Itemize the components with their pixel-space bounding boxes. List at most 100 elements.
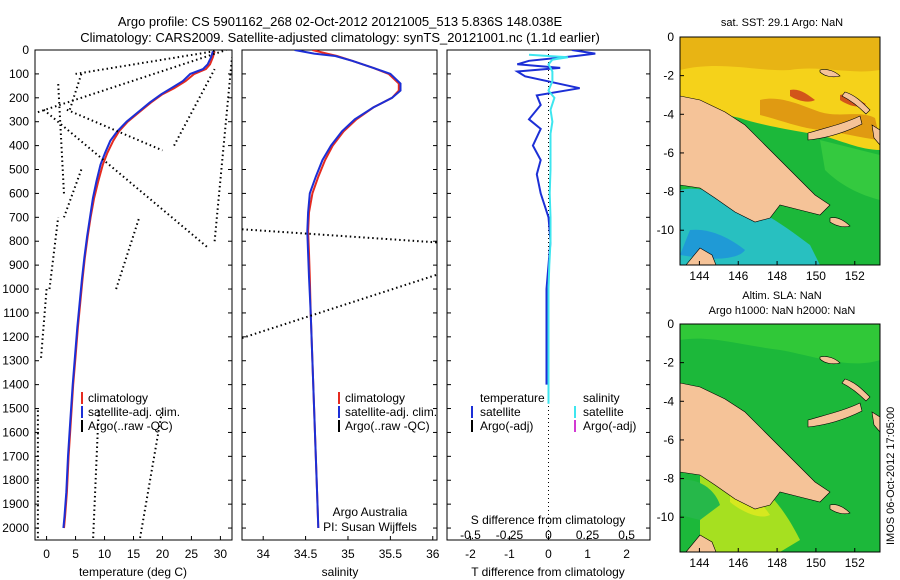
sla-map-frame [679,323,881,553]
pressure-tick-label: 900 [9,258,29,272]
temperature-tick-label: 0 [43,547,50,561]
temperature-panel: 0100200300400500600700800900100011001200… [2,43,233,579]
legend-temperature-header: temperature [480,391,545,405]
map-lon-label: 148 [767,269,787,283]
difference-panel: -2 -1 0 1 2 -0.5 -0.25 0 0.25 0.5 T difference fr… [446,49,651,579]
sst-land-new-ireland [841,91,871,115]
legend-t-satellite: satellite [480,405,521,419]
pressure-tick-label: 1200 [2,330,29,344]
t-difference-tick-label: -1 [504,547,515,561]
map-lat-label: -8 [663,185,674,199]
map-lon-label: 150 [806,269,826,283]
legend-argo: Argo(..raw -QC) [345,419,430,433]
temperature-series-argo-raw [66,108,163,152]
salinity-tick-label: 35 [341,547,355,561]
title-line-1: Argo profile: CS 5901162_268 02-Oct-2012… [118,14,563,29]
sst-coolest-water [680,229,745,259]
legend-argo: Argo(..raw -QC) [88,419,173,433]
difference-lines [514,50,596,404]
legend-s-satellite: satellite [583,405,624,419]
temperature-series-argo-raw [173,68,216,147]
sla-land-new-britain [807,402,863,428]
salinity-tick-label: 36 [426,547,440,561]
temperature-tick-label: 15 [127,547,141,561]
sla-land-new-guinea [680,382,831,510]
s-difference-tick-label: -0.25 [496,528,524,542]
sla-map-axes: 144 146 148 150 152 0 -2 -4 -6 -8 -10 [657,317,865,570]
map-lat-label: -2 [663,69,674,83]
legend-t-argo: Argo(-adj) [480,419,533,433]
pressure-tick-label: 200 [9,91,29,105]
sla-land-islands [829,504,851,515]
pressure-tick-label: 1000 [2,282,29,296]
t-difference-tick-label: 1 [584,547,591,561]
pressure-tick-label: 300 [9,115,29,129]
sst-land-new-guinea [680,95,831,223]
temperature-series-argo-raw [68,73,83,111]
sla-land-australia [685,534,717,552]
salinity-tick-label: 35.5 [379,547,403,561]
map-lat-label: -2 [663,356,674,370]
temperature-lines [36,50,232,540]
salinity-series-argo-raw [242,273,437,339]
temperature-series-satellite [62,50,214,529]
temperature-series-argo-raw [115,217,141,290]
salinity-axes-box [241,49,438,541]
temperature-tick-label: 30 [214,547,228,561]
temperature-series-argo-raw [138,408,164,540]
s-difference-tick-label: 0.5 [618,528,635,542]
map-lat-label: -8 [663,472,674,486]
pressure-tick-label: 2000 [2,521,29,535]
difference-legend: temperature salinity satellite Argo(-adj… [471,391,636,433]
s-difference-tick-label: -0.5 [460,528,481,542]
temperature-series-climatology [63,50,216,529]
sst-map-title: sat. SST: 29.1 Argo: NaN [721,17,843,29]
temperature-series-argo-raw [213,57,232,242]
sst-map-axes: 144 146 148 150 152 0 -2 -4 -6 -8 -10 [657,30,865,283]
temperature-tick-label: 25 [185,547,199,561]
map-lat-label: -10 [657,510,675,524]
map-lon-label: 146 [728,556,748,570]
sst-land-new-britain [807,115,863,141]
temperature-legend: climatology satellite-adj. clim. Argo(..… [81,391,180,433]
temperature-series-argo-raw [48,217,60,290]
temperature-axes-box [34,49,233,541]
map-lat-label: 0 [667,317,674,331]
map-lon-label: 144 [689,556,709,570]
pressure-tick-label: 100 [9,67,29,81]
s-difference-xlabel: S difference from climatology [471,513,626,527]
pressure-tick-label: 0 [22,43,29,57]
map-lon-label: 150 [806,556,826,570]
map-lat-label: -10 [657,223,675,237]
legend-satellite: satellite-adj. clim. [88,405,180,419]
pressure-tick-label: 700 [9,210,29,224]
temperature-series-argo-raw [57,83,65,194]
salinity-series-satellite [294,50,402,529]
t-difference-tick-label: 2 [623,547,630,561]
map-lon-label: 152 [845,269,865,283]
salinity-series-argo-raw [242,228,437,244]
pressure-tick-label: 1800 [2,473,29,487]
temperature-series-argo-raw [75,50,215,75]
salinity-panel: 34 34.5 35 35.5 36 salinity climatology sate… [241,49,440,579]
legend-climatology: climatology [345,391,405,405]
pressure-tick-label: 1900 [2,497,29,511]
map-lat-label: 0 [667,30,674,44]
legend-salinity-header: salinity [583,391,620,405]
sst-land-islands [829,217,851,228]
pressure-tick-label: 800 [9,234,29,248]
sla-field [680,324,880,552]
sst-hottest-spot [790,89,815,102]
temperature-tick-label: 20 [156,547,170,561]
t-difference-tick-label: -2 [465,547,476,561]
s-difference-tick-label: 0.25 [576,528,600,542]
sla-map-title-1: Altim. SLA: NaN [742,290,822,302]
pressure-tick-label: 400 [9,139,29,153]
temperature-tick-label: 10 [98,547,112,561]
map-lon-label: 152 [845,556,865,570]
imos-timestamp: IMOS 06-Oct-2012 17:05:00 [885,407,897,545]
argo-australia-label: Argo Australia [333,505,408,519]
map-lat-label: -4 [663,107,674,121]
pressure-tick-label: 1400 [2,378,29,392]
